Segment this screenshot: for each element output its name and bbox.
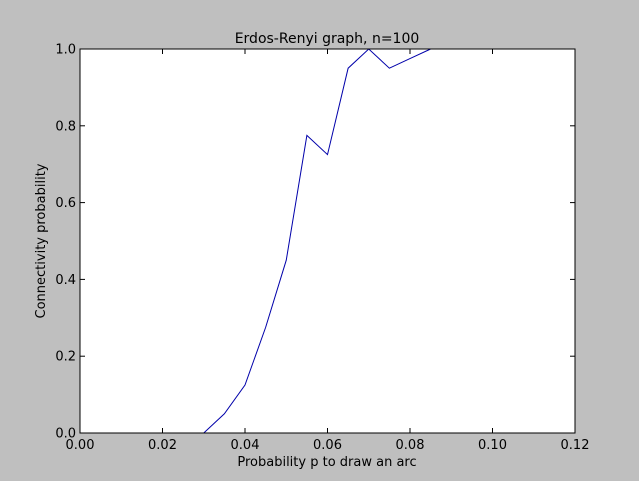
x-tick-label: 0.10 <box>478 438 507 453</box>
x-tick-label: 0.00 <box>66 438 95 453</box>
x-axis: 0.00 0.02 0.04 0.06 0.08 0.10 0.12 <box>66 49 590 453</box>
x-tick-label: 0.08 <box>396 438 425 453</box>
chart-title: Erdos-Renyi graph, n=100 <box>235 31 420 47</box>
y-tick-label: 0.4 <box>55 273 76 288</box>
y-tick-label: 0.0 <box>55 427 76 442</box>
x-axis-label: Probability p to draw an arc <box>237 455 416 470</box>
x-tick-label: 0.02 <box>148 438 177 453</box>
x-tick-label: 0.06 <box>313 438 342 453</box>
y-tick-label: 0.2 <box>55 350 76 365</box>
y-axis: 0.0 0.2 0.4 0.6 0.8 1.0 <box>55 43 575 442</box>
y-tick-label: 0.6 <box>55 196 76 211</box>
y-tick-label: 0.8 <box>55 119 76 134</box>
y-axis-label: Connectivity probability <box>34 163 49 318</box>
y-tick-label: 1.0 <box>55 43 76 58</box>
plot-area <box>80 49 575 433</box>
x-tick-label: 0.12 <box>561 438 590 453</box>
x-tick-label: 0.04 <box>231 438 260 453</box>
